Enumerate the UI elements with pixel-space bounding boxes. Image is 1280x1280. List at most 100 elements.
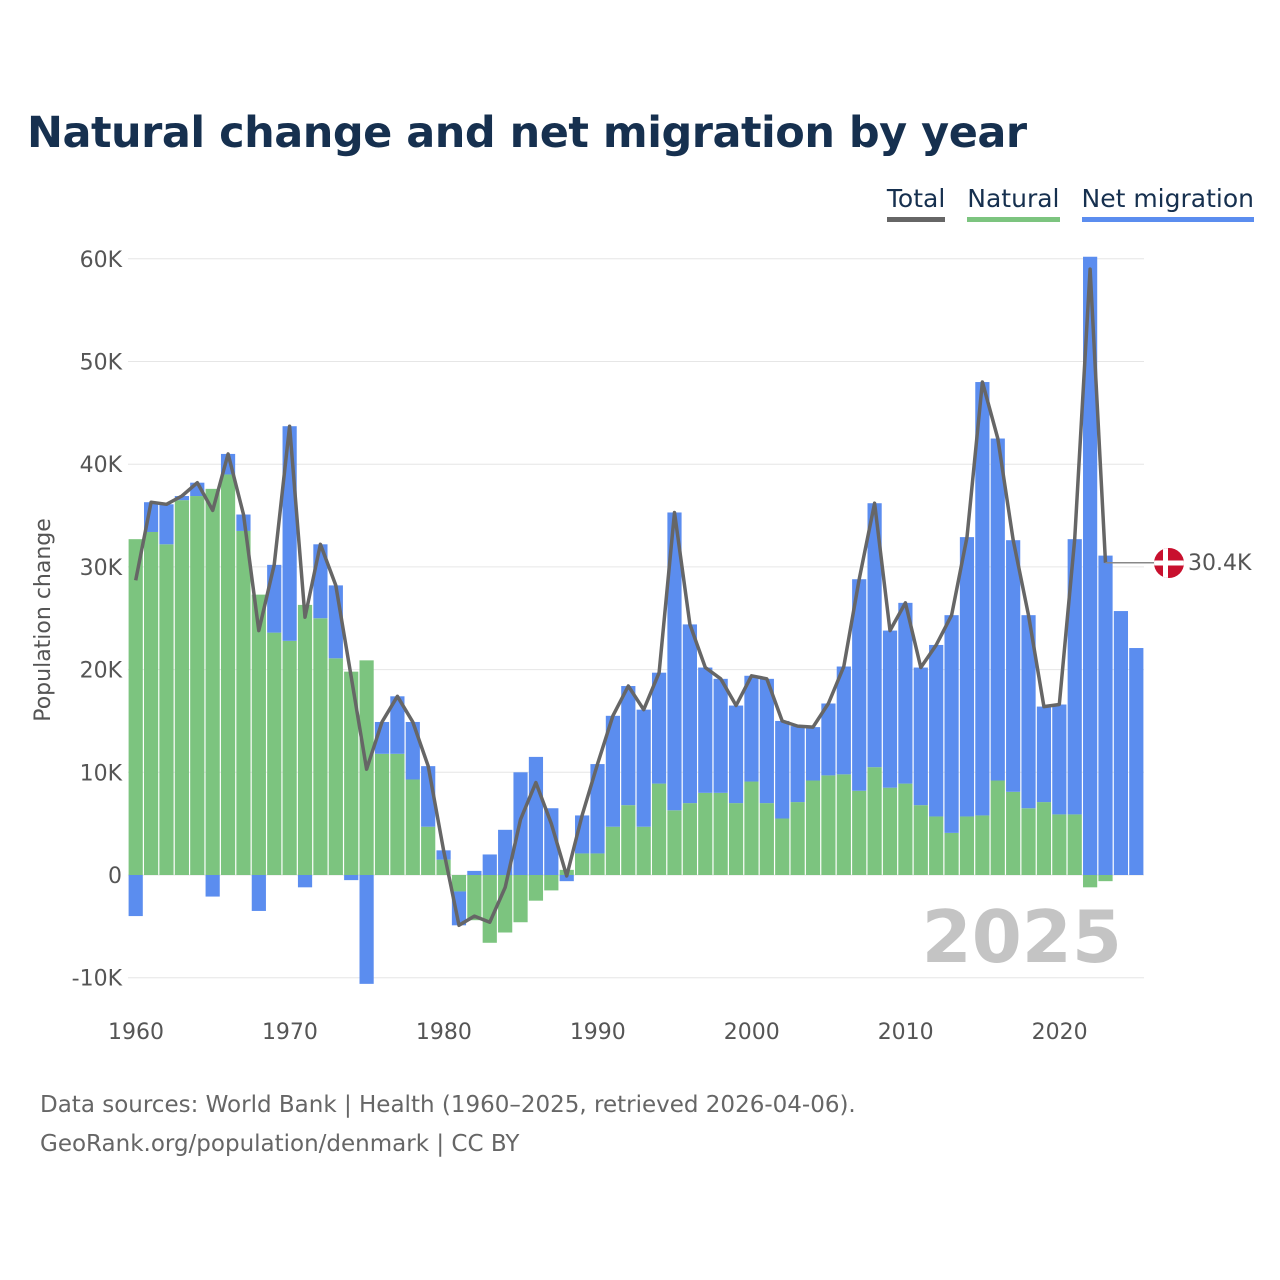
net-migration-bar[interactable] — [559, 875, 574, 882]
natural-bar[interactable] — [882, 787, 898, 875]
net-migration-bar[interactable] — [621, 686, 636, 806]
net-migration-bar[interactable] — [728, 705, 744, 804]
natural-bar[interactable] — [467, 875, 482, 921]
net-migration-bar[interactable] — [698, 667, 713, 793]
net-migration-bar[interactable] — [990, 438, 1005, 781]
net-migration-bar[interactable] — [1098, 555, 1113, 875]
natural-bar[interactable] — [282, 640, 297, 875]
natural-bar[interactable] — [867, 767, 882, 875]
natural-bar[interactable] — [744, 781, 759, 875]
net-migration-bar[interactable] — [128, 875, 143, 917]
natural-bar[interactable] — [821, 775, 836, 875]
net-migration-bar[interactable] — [1067, 539, 1082, 815]
natural-bar[interactable] — [344, 671, 359, 875]
natural-bar[interactable] — [1006, 791, 1021, 875]
net-migration-bar[interactable] — [1021, 615, 1036, 809]
net-migration-bar[interactable] — [159, 504, 174, 545]
net-migration-bar[interactable] — [852, 579, 867, 791]
natural-bar[interactable] — [775, 818, 790, 875]
total-line[interactable] — [133, 267, 1108, 928]
natural-bar[interactable] — [498, 875, 513, 933]
natural-bar[interactable] — [236, 530, 251, 875]
net-migration-bar[interactable] — [913, 667, 928, 806]
natural-bar[interactable] — [374, 753, 390, 875]
legend-item-total[interactable]: Total — [886, 184, 946, 222]
net-migration-bar[interactable] — [867, 503, 882, 768]
natural-bar[interactable] — [805, 780, 821, 875]
net-migration-bar[interactable] — [929, 644, 944, 817]
natural-bar[interactable] — [651, 783, 667, 875]
natural-bar[interactable] — [421, 826, 436, 875]
natural-bar[interactable] — [929, 816, 944, 875]
net-migration-bar[interactable] — [790, 726, 805, 803]
net-migration-bar[interactable] — [544, 808, 559, 875]
natural-bar[interactable] — [713, 792, 728, 875]
natural-bar[interactable] — [1021, 808, 1036, 875]
natural-bar[interactable] — [190, 496, 205, 875]
natural-bar[interactable] — [220, 474, 236, 875]
natural-bar[interactable] — [174, 500, 189, 875]
natural-bar[interactable] — [1083, 875, 1098, 888]
natural-bar[interactable] — [482, 875, 497, 943]
net-migration-bar[interactable] — [667, 512, 682, 811]
net-migration-bar[interactable] — [744, 675, 759, 782]
natural-bar[interactable] — [621, 805, 636, 875]
net-migration-bar[interactable] — [359, 875, 374, 984]
net-migration-bar[interactable] — [498, 829, 513, 875]
natural-bar[interactable] — [267, 632, 282, 875]
net-migration-bar[interactable] — [205, 875, 220, 897]
net-migration-bar[interactable] — [344, 875, 359, 881]
net-migration-bar[interactable] — [651, 672, 667, 784]
natural-bar[interactable] — [605, 826, 621, 875]
net-migration-bar[interactable] — [775, 720, 790, 819]
natural-bar[interactable] — [590, 853, 605, 875]
net-migration-bar[interactable] — [405, 721, 420, 780]
net-migration-bar[interactable] — [682, 624, 697, 804]
net-migration-bar[interactable] — [1006, 540, 1021, 792]
net-migration-bar[interactable] — [882, 630, 898, 788]
natural-bar[interactable] — [159, 544, 174, 875]
natural-bar[interactable] — [1052, 814, 1067, 875]
net-migration-bar[interactable] — [1113, 611, 1129, 875]
natural-bar[interactable] — [990, 780, 1005, 875]
net-migration-bar[interactable] — [482, 854, 497, 875]
natural-bar[interactable] — [251, 594, 266, 875]
denmark-flag-icon[interactable] — [1154, 548, 1184, 578]
net-migration-bar[interactable] — [836, 666, 851, 775]
net-migration-bar[interactable] — [821, 703, 836, 776]
natural-bar[interactable] — [944, 832, 959, 875]
natural-bar[interactable] — [544, 875, 559, 891]
natural-bar[interactable] — [759, 803, 774, 875]
natural-bar[interactable] — [143, 531, 159, 875]
natural-bar[interactable] — [575, 853, 590, 875]
net-migration-bar[interactable] — [898, 602, 913, 784]
natural-bar[interactable] — [297, 604, 313, 875]
natural-bar[interactable] — [728, 803, 744, 875]
natural-bar[interactable] — [636, 826, 651, 875]
net-migration-bar[interactable] — [467, 870, 482, 875]
net-migration-bar[interactable] — [528, 756, 544, 875]
natural-bar[interactable] — [128, 539, 143, 875]
natural-bar[interactable] — [528, 875, 544, 901]
legend-item-natural[interactable]: Natural — [967, 184, 1060, 222]
natural-bar[interactable] — [667, 810, 682, 875]
net-migration-bar[interactable] — [590, 764, 605, 854]
natural-bar[interactable] — [328, 658, 343, 875]
net-migration-bar[interactable] — [1129, 648, 1144, 875]
net-migration-bar[interactable] — [174, 496, 189, 501]
natural-bar[interactable] — [682, 803, 697, 875]
natural-bar[interactable] — [313, 618, 328, 875]
net-migration-bar[interactable] — [636, 709, 651, 827]
net-migration-bar[interactable] — [975, 382, 990, 816]
natural-bar[interactable] — [836, 774, 851, 875]
natural-bar[interactable] — [959, 816, 975, 875]
natural-bar[interactable] — [913, 805, 928, 875]
net-migration-bar[interactable] — [390, 696, 405, 754]
net-migration-bar[interactable] — [297, 875, 313, 888]
natural-bar[interactable] — [205, 488, 220, 875]
natural-bar[interactable] — [390, 753, 405, 875]
net-migration-bar[interactable] — [251, 875, 266, 911]
natural-bar[interactable] — [975, 815, 990, 875]
net-migration-bar[interactable] — [944, 615, 959, 833]
net-migration-bar[interactable] — [267, 564, 282, 633]
